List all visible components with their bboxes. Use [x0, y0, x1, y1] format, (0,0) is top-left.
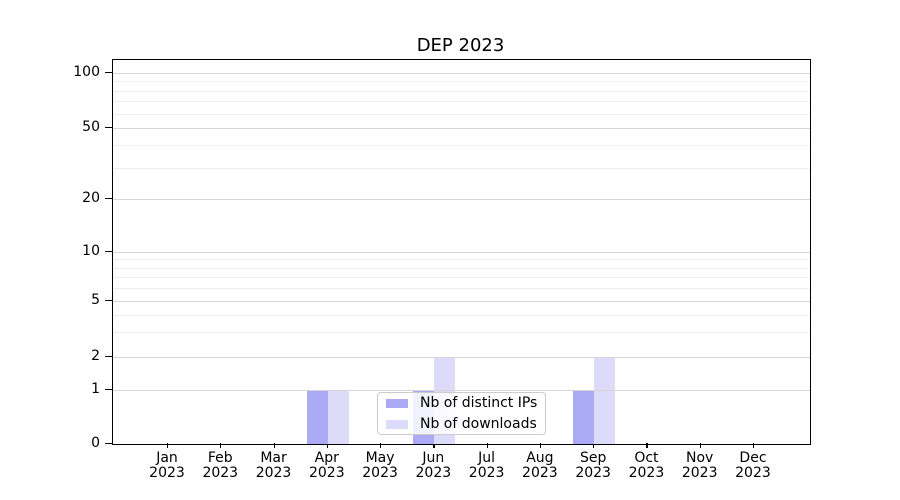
y-tick-label: 0 — [91, 435, 100, 451]
y-tick-label: 1 — [91, 381, 100, 397]
x-tick-mark — [593, 443, 595, 448]
x-tick-label: Jul 2023 — [468, 450, 505, 481]
y-tick-label: 5 — [91, 292, 100, 308]
chart-title: DEP 2023 — [416, 35, 505, 56]
gridline-minor — [113, 90, 810, 92]
gridline-minor — [113, 267, 810, 269]
y-tick-label: 50 — [82, 119, 100, 135]
gridline-major — [113, 390, 810, 391]
x-tick-mark — [752, 443, 755, 448]
gridline-major — [113, 128, 810, 129]
x-tick-label: Oct 2023 — [628, 450, 665, 481]
legend: Nb of distinct IPs Nb of downloads — [377, 392, 546, 435]
y-tick-mark — [105, 356, 112, 358]
x-tick-label: Feb 2023 — [202, 450, 239, 481]
legend-swatch-distinct-ips-icon — [386, 398, 408, 408]
gridline-minor — [113, 277, 810, 279]
y-tick-label: 2 — [91, 348, 100, 364]
x-tick-mark — [433, 443, 435, 448]
gridline-major — [113, 73, 810, 74]
x-tick-mark — [167, 443, 169, 448]
gridline-minor — [113, 145, 810, 147]
x-tick-mark — [699, 443, 701, 448]
gridline-major — [113, 252, 810, 253]
gridline-minor — [113, 167, 810, 169]
legend-label-distinct-ips: Nb of distinct IPs — [420, 395, 538, 411]
x-tick-mark — [646, 443, 648, 448]
gridline-minor — [113, 101, 810, 103]
legend-swatch-downloads-icon — [386, 419, 408, 429]
x-tick-mark — [220, 443, 222, 448]
gridline-minor — [113, 314, 810, 316]
bar-distinct-ips — [573, 390, 595, 444]
x-tick-label: Sep 2023 — [575, 450, 611, 481]
x-tick-label: Jan 2023 — [149, 450, 185, 481]
y-tick-mark — [105, 443, 112, 445]
x-tick-mark — [486, 443, 488, 448]
gridline-minor — [113, 81, 810, 83]
x-tick-label: Dec 2023 — [735, 450, 771, 481]
x-tick-mark — [273, 443, 275, 448]
y-tick-mark — [105, 251, 112, 253]
y-tick-label: 20 — [82, 190, 100, 206]
y-tick-mark — [105, 389, 112, 391]
bar-downloads — [594, 357, 616, 444]
x-tick-mark — [380, 443, 382, 448]
gridline-major — [113, 357, 810, 358]
gridline-minor — [113, 259, 810, 261]
legend-item-downloads: Nb of downloads — [378, 415, 545, 433]
bar-distinct-ips — [306, 390, 328, 444]
x-tick-label: Nov 2023 — [681, 450, 718, 481]
gridline-minor — [113, 113, 810, 115]
y-tick-mark — [105, 72, 112, 74]
x-tick-label: Jun 2023 — [415, 450, 452, 481]
y-tick-mark — [105, 198, 112, 200]
gridline-major — [113, 301, 810, 302]
y-tick-mark — [105, 127, 112, 129]
bar-downloads — [327, 390, 349, 444]
y-tick-label: 10 — [82, 243, 100, 259]
gridline-minor — [113, 332, 810, 334]
gridline-minor — [113, 288, 810, 290]
legend-item-distinct-ips: Nb of distinct IPs — [378, 394, 545, 412]
x-tick-label: Mar 2023 — [255, 450, 292, 481]
plot-area — [112, 59, 811, 445]
y-tick-mark — [105, 300, 112, 302]
x-tick-label: Aug 2023 — [522, 450, 558, 481]
x-tick-mark — [326, 443, 328, 448]
x-tick-mark — [539, 443, 542, 448]
legend-label-downloads: Nb of downloads — [420, 416, 537, 432]
y-tick-label: 100 — [73, 64, 100, 80]
gridline-major — [113, 199, 810, 200]
x-tick-label: Apr 2023 — [308, 450, 345, 481]
x-tick-label: May 2023 — [362, 450, 398, 481]
